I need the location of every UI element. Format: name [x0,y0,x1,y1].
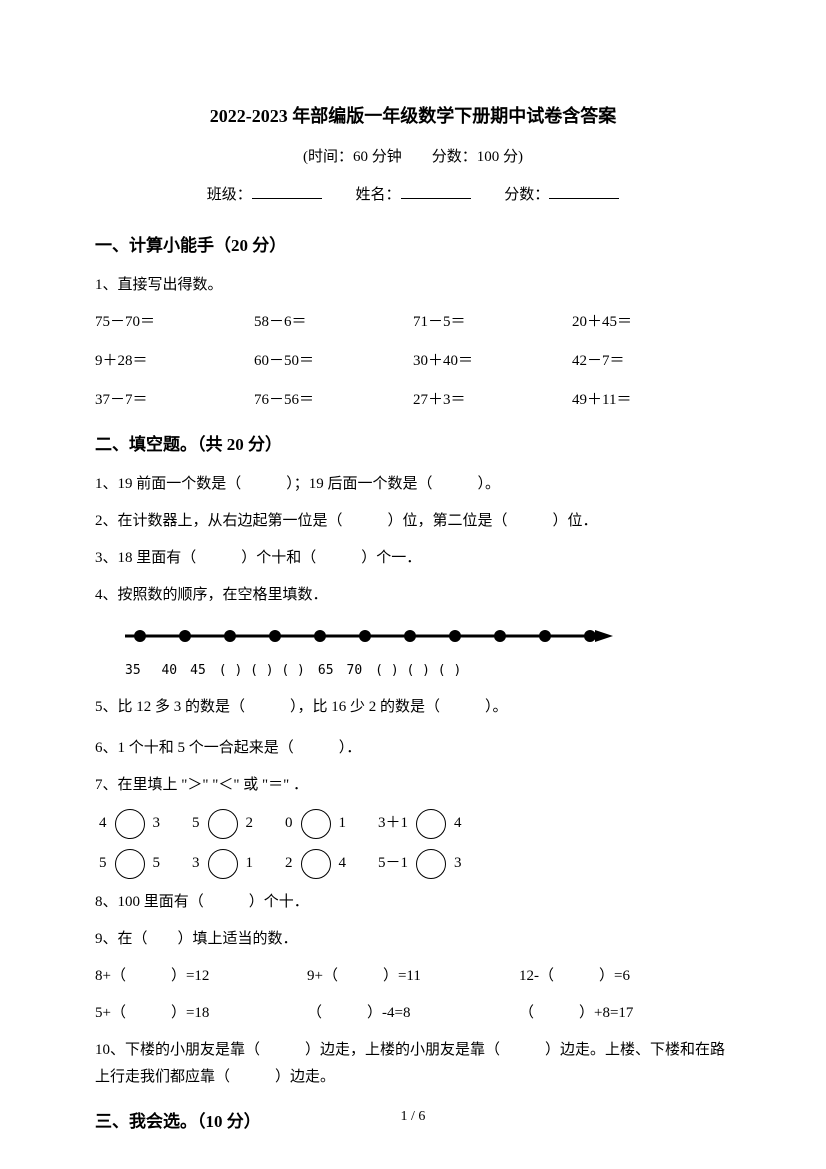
page-number: 1 / 6 [0,1104,826,1129]
equation-grid: 8+（ ）=12 9+（ ）=11 12-（ ）=6 5+（ ）=18 （ ）-… [95,963,731,1027]
compare-item: 0 1 [281,809,350,839]
compare-circle[interactable] [301,809,331,839]
compare-left: 3 [192,850,200,877]
eq-cell: 9+（ ）=11 [307,963,519,990]
section1-q1-label: 1、直接写出得数。 [95,272,731,299]
s2-q2: 2、在计数器上，从右边起第一位是（ ）位，第二位是（ ）位． [95,508,731,535]
s2-q9: 9、在（ ）填上适当的数． [95,926,731,953]
section2-heading: 二、填空题。（共 20 分） [95,430,731,461]
compare-right: 3 [153,810,161,837]
eq-cell: 8+（ ）=12 [95,963,307,990]
compare-left: 5－1 [378,850,408,877]
compare-left: 5 [192,810,200,837]
compare-circle[interactable] [115,809,145,839]
name-blank[interactable] [401,181,471,199]
compare-circle[interactable] [301,849,331,879]
number-line-diagram [115,621,615,651]
compare-item: 4 3 [95,809,164,839]
compare-item: 3 1 [188,849,257,879]
s2-q4: 4、按照数的顺序，在空格里填数． [95,582,731,609]
calc-cell: 9＋28＝ [95,348,254,375]
compare-left: 4 [99,810,107,837]
compare-left: 5 [99,850,107,877]
calc-cell: 76－56＝ [254,387,413,414]
calc-cell: 42－7＝ [572,348,731,375]
eq-cell: 5+（ ）=18 [95,1000,307,1027]
eq-cell: （ ）+8=17 [519,1000,731,1027]
s2-q1: 1、19 前面一个数是（ ）；19 后面一个数是（ ）。 [95,471,731,498]
compare-right: 4 [454,810,462,837]
score-label: 分数： [504,187,549,203]
compare-circle[interactable] [416,849,446,879]
s2-q7: 7、在里填上 "＞" "＜" 或 "＝" ． [95,772,731,799]
calc-cell: 75－70＝ [95,309,254,336]
eq-cell: 12-（ ）=6 [519,963,731,990]
s2-q8: 8、100 里面有（ ）个十． [95,889,731,916]
compare-left: 3＋1 [378,810,408,837]
calc-cell: 58－6＝ [254,309,413,336]
s2-q3: 3、18 里面有（ ）个十和（ ）个一． [95,545,731,572]
eq-cell: （ ）-4=8 [307,1000,519,1027]
calc-cell: 37－7＝ [95,387,254,414]
section1-heading: 一、计算小能手（20 分） [95,231,731,262]
calc-cell: 30＋40＝ [413,348,572,375]
exam-meta: (时间：60 分钟 分数：100 分) [95,144,731,171]
compare-right: 3 [454,850,462,877]
compare-left: 2 [285,850,293,877]
calc-cell: 27＋3＝ [413,387,572,414]
compare-circle[interactable] [416,809,446,839]
calc-grid: 75－70＝ 58－6＝ 71－5＝ 20＋45＝ 9＋28＝ 60－50＝ 3… [95,309,731,414]
number-line-labels: 35 40 45 ( ) ( ) ( ) 65 70 ( ) ( ) ( ) [125,659,731,682]
compare-left: 0 [285,810,293,837]
compare-row-1: 4 3 5 2 0 1 3＋1 4 [95,809,731,839]
score-blank[interactable] [549,181,619,199]
calc-cell: 49＋11＝ [572,387,731,414]
class-blank[interactable] [252,181,322,199]
compare-right: 1 [339,810,347,837]
compare-row-2: 5 5 3 1 2 4 5－1 3 [95,849,731,879]
compare-circle[interactable] [208,849,238,879]
compare-right: 5 [153,850,161,877]
class-label: 班级： [207,187,252,203]
compare-circle[interactable] [208,809,238,839]
compare-right: 4 [339,850,347,877]
name-label: 姓名： [355,187,400,203]
s2-q10: 10、下楼的小朋友是靠（ ）边走，上楼的小朋友是靠（ ）边走。上楼、下楼和在路上… [95,1037,731,1091]
compare-item: 5－1 3 [374,849,466,879]
calc-cell: 60－50＝ [254,348,413,375]
calc-cell: 20＋45＝ [572,309,731,336]
compare-circle[interactable] [115,849,145,879]
compare-item: 5 5 [95,849,164,879]
compare-right: 2 [246,810,254,837]
calc-cell: 71－5＝ [413,309,572,336]
compare-item: 5 2 [188,809,257,839]
s2-q5: 5、比 12 多 3 的数是（ ），比 16 少 2 的数是（ ）。 [95,694,731,721]
student-info-line: 班级： 姓名： 分数： [95,181,731,209]
s2-q6: 6、1 个十和 5 个一合起来是（ ）． [95,735,731,762]
compare-right: 1 [246,850,254,877]
compare-item: 3＋1 4 [374,809,466,839]
compare-item: 2 4 [281,849,350,879]
exam-title: 2022-2023 年部编版一年级数学下册期中试卷含答案 [95,100,731,132]
